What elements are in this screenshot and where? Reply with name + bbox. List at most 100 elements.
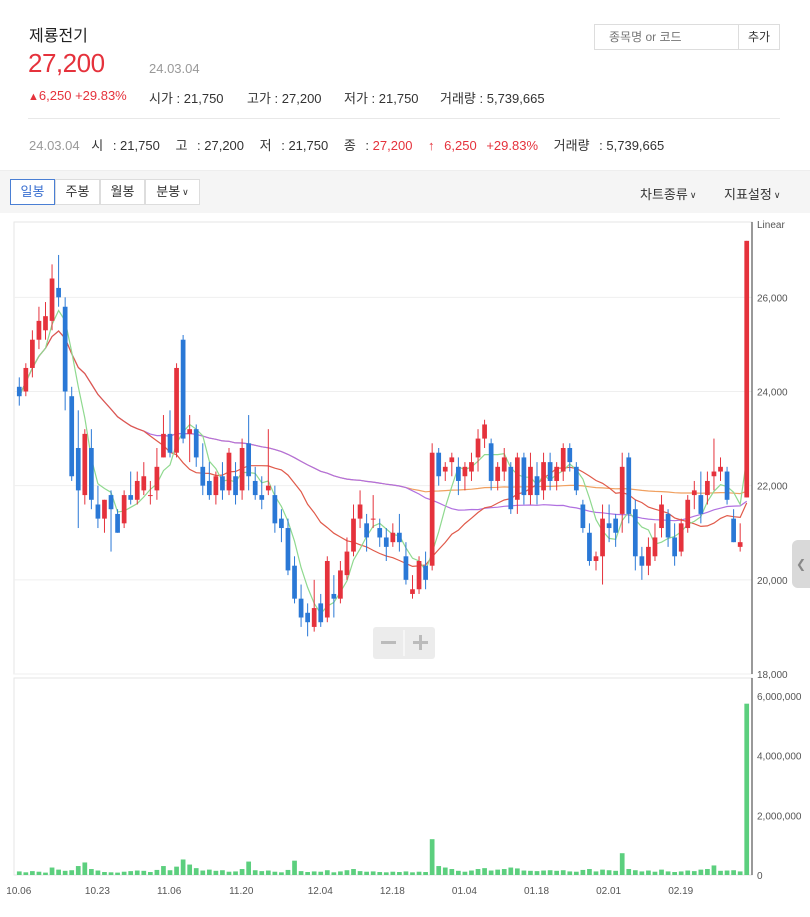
candle-body (102, 499, 107, 519)
tab-daily[interactable]: 일봉 (10, 179, 55, 205)
candle-body (632, 509, 638, 557)
summary-arrow-icon: ↑ (428, 138, 435, 153)
tab-minute[interactable]: 분봉 ∨ (145, 179, 200, 205)
candle-body (357, 504, 363, 519)
volume-bar (685, 870, 691, 875)
ohlc-summary: 24.03.04 시 : 21,750 고 : 27,200 저 : 21,75… (29, 135, 676, 154)
chart-area[interactable]: 18,000 20,000 22,000 24,000 26,000 Linear 0 2,0… (0, 212, 810, 912)
volume-tick-label: 6,000,000 (757, 692, 802, 703)
summary-low: 저 : 21,750 (259, 138, 329, 153)
volume-bar (646, 870, 651, 875)
volume-bar (193, 868, 199, 875)
candle-body (678, 523, 684, 552)
zoom-out-icon[interactable] (381, 641, 396, 644)
candlestick-chart[interactable]: 18,000 20,000 22,000 24,000 26,000 Linear 0 2,0… (0, 212, 810, 912)
candle-body (639, 556, 645, 566)
candle-body (338, 570, 343, 599)
volume-bar (108, 872, 114, 875)
volume-bar (587, 869, 592, 875)
candle-body (462, 466, 468, 477)
x-tick-label: 10.23 (85, 886, 110, 897)
volume-bar (174, 866, 179, 875)
summary-open-value: 21,750 (120, 138, 160, 153)
x-tick-label: 02.19 (668, 886, 693, 897)
volume-bar (265, 870, 271, 875)
candle-body (488, 443, 494, 481)
candle-body (495, 466, 501, 481)
volume-bar (456, 870, 461, 875)
volume-bar (180, 859, 186, 875)
indicator-settings-dropdown[interactable]: 지표설정 ∨ (724, 184, 780, 203)
candle-body (593, 556, 599, 561)
volume-bar (121, 871, 127, 875)
candle-body (206, 480, 212, 496)
volume-bar (698, 869, 704, 875)
candle-body (187, 429, 193, 434)
x-tick-label: 12.04 (308, 886, 333, 897)
low-stat: 저가 : 21,750 (344, 91, 419, 106)
candle-body (167, 433, 173, 453)
divider (28, 118, 780, 119)
zoom-in-icon[interactable] (419, 635, 422, 650)
stock-header: 제룡전기 27,200 24.03.04 ▲6,250 +29.83% 시가 :… (0, 0, 810, 170)
candle-body (613, 518, 619, 533)
side-panel-toggle[interactable]: ❮ (792, 540, 810, 588)
candle-body (416, 561, 422, 590)
tab-weekly[interactable]: 주봉 (55, 179, 100, 205)
candle-body (587, 532, 592, 561)
search-input[interactable] (594, 24, 739, 50)
volume-bar (206, 869, 212, 875)
price-change: ▲6,250 +29.83% (28, 88, 127, 103)
candle-body (134, 480, 140, 500)
x-tick-label: 11.20 (229, 886, 254, 897)
candle-body (429, 452, 435, 566)
candle-body (698, 495, 704, 514)
candle-body (665, 513, 671, 538)
volume-bar (102, 872, 107, 875)
candle-body (403, 556, 409, 580)
candle-body (659, 504, 664, 529)
candle-body (16, 386, 22, 397)
volume-bar (593, 871, 599, 875)
candle-body (534, 476, 540, 496)
volume-bar (678, 871, 684, 875)
candle-body (36, 320, 42, 340)
volume-bar (259, 871, 265, 875)
chart-type-dropdown[interactable]: 차트종류 ∨ (640, 184, 696, 203)
volume-bar (364, 871, 369, 875)
volume-bar (449, 869, 455, 875)
volume-bar (16, 871, 22, 875)
candle-body (318, 603, 324, 623)
volume-bar (279, 872, 284, 875)
volume-bar (659, 869, 664, 875)
candle-body (154, 466, 160, 491)
volume-bar (154, 869, 160, 875)
volume-bar (488, 870, 494, 875)
volume-bar (128, 871, 134, 875)
volume-bar (724, 870, 730, 875)
low-label: 저가 (344, 91, 368, 106)
candle-body (252, 480, 258, 496)
candle-body (501, 457, 507, 472)
volume-bar (370, 871, 376, 875)
volume-bar (429, 839, 435, 875)
price-tick-label: 20,000 (757, 576, 788, 587)
chevron-down-icon: ∨ (689, 190, 697, 200)
candle-body (298, 598, 304, 618)
candle-body (213, 476, 219, 496)
tab-monthly[interactable]: 월봉 (100, 179, 145, 205)
volume-bar (416, 871, 422, 875)
candle-body (685, 499, 691, 529)
volume-panel (13, 677, 753, 876)
volume-bar (292, 860, 297, 875)
candle-body (364, 523, 369, 538)
volume-bar (711, 865, 717, 875)
add-button[interactable]: 추가 (738, 24, 780, 50)
volume-bar (220, 870, 225, 875)
volume-bar (397, 872, 402, 875)
volume-bar (600, 869, 605, 875)
candle-body (265, 485, 271, 491)
volume-bar (744, 703, 750, 875)
candle-body (600, 518, 605, 557)
candle-body (619, 466, 625, 514)
